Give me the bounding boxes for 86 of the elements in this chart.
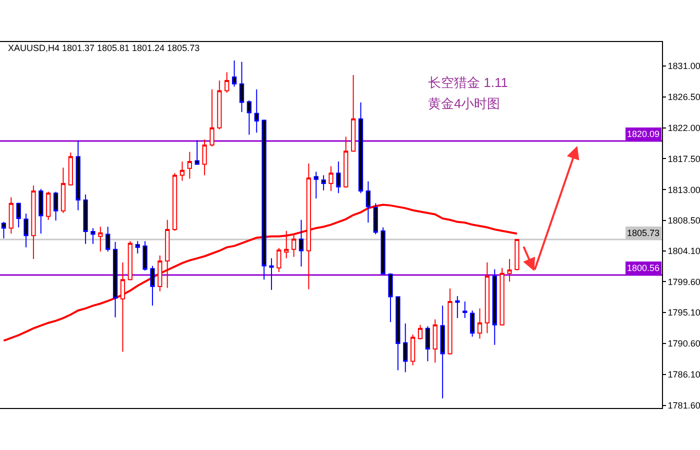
candlestick [217,80,222,130]
candlestick [16,202,21,228]
candlestick [24,213,28,248]
candlestick [358,102,364,194]
candlestick [314,171,318,200]
candlestick [477,308,482,340]
candlestick [410,334,416,366]
candlestick [150,265,155,306]
candlestick [328,166,334,192]
y-tick-label: 1822.00 [668,122,700,133]
y-tick-label: 1795.10 [668,308,700,318]
candlestick [180,160,185,182]
candlestick [128,240,132,281]
candlestick [344,136,348,188]
candlestick [53,191,58,222]
candlestick [276,248,282,273]
candlestick [291,234,296,258]
candlestick [432,318,438,364]
y-tick-label: 1831.00 [668,61,700,72]
candlestick [142,240,148,272]
candlestick [46,191,51,220]
candlestick [514,238,520,271]
candlestick [336,160,341,194]
candlestick [187,151,192,180]
candlestick [366,180,371,224]
candlestick [90,228,96,244]
candlestick [83,194,88,244]
candlestick [380,226,386,276]
candlestick [403,323,408,373]
candlestick [68,152,73,186]
candlestick [388,272,393,323]
ref-line-label: 1805.73 [627,228,660,238]
candlestick [425,326,430,362]
candlestick [112,241,118,318]
candlestick [321,174,326,191]
candlestick [500,267,504,326]
candlestick [38,188,44,234]
candlestick [106,226,110,252]
y-tick-label: 1799.60 [668,276,700,287]
candlestick [98,226,103,252]
candlestick [239,61,244,113]
candlestick [396,296,400,371]
candlestick [254,88,259,134]
candlestick [202,139,207,176]
candlestick [60,167,66,214]
y-tick-label: 1808.50 [668,216,700,226]
candlestick [135,240,140,254]
candlestick [8,196,14,234]
candlestick [350,74,356,152]
candlestick [246,100,252,136]
y-tick-label: 1826.50 [668,92,700,102]
ref-line-label: 1820.09 [627,129,660,139]
candlestick [440,305,445,399]
candlestick [507,258,512,282]
y-tick-label: 1790.60 [668,338,700,349]
candlestick [448,288,452,355]
y-tick-label: 1804.10 [668,246,700,256]
candlestick [76,140,80,211]
candlestick [492,268,497,346]
candlestick [298,219,304,268]
candlestick [158,255,162,292]
candlestick [210,88,214,147]
annotation: 长空猎金 1.11 [428,75,508,90]
y-tick-label: 1781.60 [668,400,700,410]
chart-title: XAUUSD,H4 1801.37 1805.81 1801.24 1805.73 [8,43,200,54]
candlestick [269,258,274,290]
candlestick [418,324,423,340]
y-tick-label: 1817.50 [668,154,700,164]
ref-line-label: 1800.56 [627,263,660,273]
candlestick [284,230,289,259]
candlestick [455,296,460,319]
candlestick [165,219,170,288]
annotation: 黄金4小时图 [428,96,500,111]
y-tick-label: 1786.10 [668,370,700,380]
candlestick [262,119,266,280]
candlestick [373,202,378,235]
candlestick [31,185,36,260]
candlestick [462,301,468,319]
candlestick [232,60,237,88]
candlestick [484,262,490,334]
candlestick [1,221,6,239]
candlestick [194,140,200,166]
candlestick [172,172,178,232]
y-tick-label: 1813.00 [668,184,700,195]
candlestick [224,72,230,94]
candlestick [470,310,475,338]
